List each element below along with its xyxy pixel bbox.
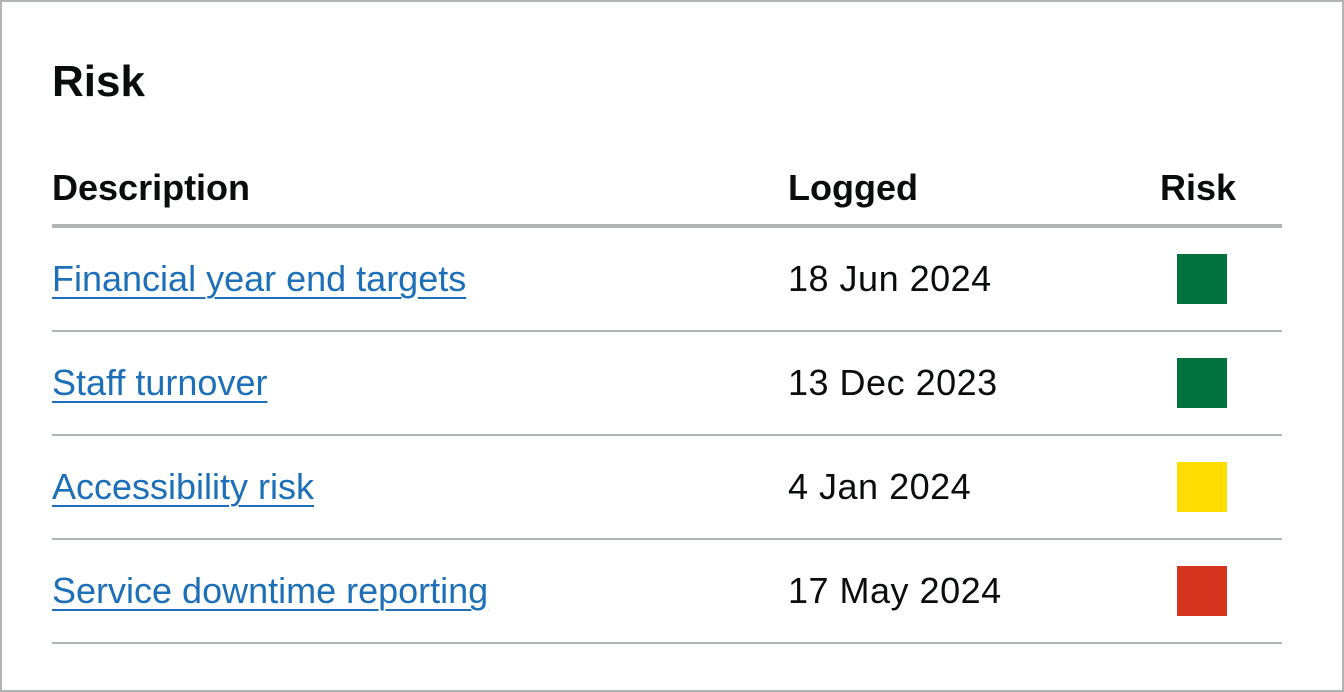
table-header-row: Description Logged Risk — [52, 152, 1282, 228]
logged-date: 17 May 2024 — [788, 570, 1002, 611]
risk-status-indicator — [1177, 358, 1227, 408]
risk-status-indicator — [1177, 462, 1227, 512]
risk-description-link[interactable]: Staff turnover — [52, 362, 268, 403]
risk-description-link[interactable]: Accessibility risk — [52, 466, 315, 507]
logged-date: 18 Jun 2024 — [788, 258, 992, 299]
logged-date: 13 Dec 2023 — [788, 362, 998, 403]
table-row: Financial year end targets 18 Jun 2024 — [52, 226, 1282, 332]
column-header-description: Description — [52, 152, 788, 228]
table-row: Staff turnover 13 Dec 2023 — [52, 331, 1282, 436]
risk-status-indicator — [1177, 254, 1227, 304]
risk-status-indicator — [1177, 566, 1227, 616]
table-row: Service downtime reporting 17 May 2024 — [52, 539, 1282, 644]
risk-description-link[interactable]: Service downtime reporting — [52, 570, 489, 611]
column-header-logged: Logged — [788, 152, 1160, 228]
logged-date: 4 Jan 2024 — [788, 466, 972, 507]
card-title: Risk — [52, 57, 145, 106]
risk-description-link[interactable]: Financial year end targets — [52, 258, 467, 299]
column-header-risk: Risk — [1160, 152, 1282, 228]
risk-table: Description Logged Risk Financial year e… — [52, 152, 1282, 644]
table-row: Accessibility risk 4 Jan 2024 — [52, 435, 1282, 540]
